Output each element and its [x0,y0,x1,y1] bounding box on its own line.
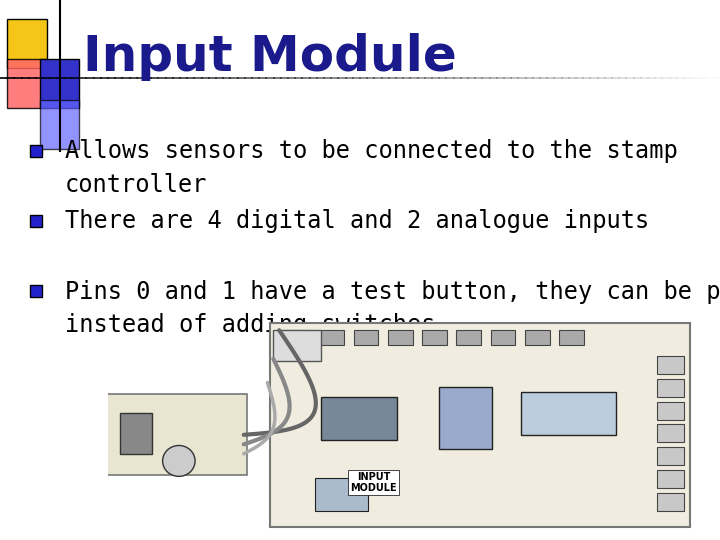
FancyBboxPatch shape [7,59,47,108]
Text: Pins 0 and 1 have a test button, they can be pressed: Pins 0 and 1 have a test button, they ca… [65,280,720,303]
FancyBboxPatch shape [274,330,320,361]
Ellipse shape [163,446,195,476]
FancyBboxPatch shape [30,285,42,297]
FancyBboxPatch shape [521,392,616,435]
Text: Input Module: Input Module [83,33,456,80]
FancyBboxPatch shape [271,323,690,528]
FancyBboxPatch shape [525,330,549,345]
FancyBboxPatch shape [315,477,368,511]
FancyBboxPatch shape [320,330,344,345]
FancyBboxPatch shape [559,330,584,345]
FancyBboxPatch shape [657,470,684,488]
Text: There are 4 digital and 2 analogue inputs: There are 4 digital and 2 analogue input… [65,210,649,233]
FancyBboxPatch shape [7,19,47,68]
FancyBboxPatch shape [120,414,153,454]
FancyBboxPatch shape [388,330,413,345]
Text: controller: controller [65,173,207,197]
Text: instead of adding switches: instead of adding switches [65,313,436,337]
FancyBboxPatch shape [30,215,42,227]
FancyBboxPatch shape [285,330,310,345]
FancyBboxPatch shape [657,402,684,420]
FancyBboxPatch shape [40,100,79,149]
FancyBboxPatch shape [354,330,379,345]
Text: INPUT
MODULE: INPUT MODULE [351,471,397,493]
FancyBboxPatch shape [490,330,516,345]
FancyBboxPatch shape [456,330,481,345]
Text: Allows sensors to be connected to the stamp: Allows sensors to be connected to the st… [65,139,678,163]
FancyBboxPatch shape [422,330,447,345]
FancyBboxPatch shape [320,397,397,440]
FancyBboxPatch shape [105,394,247,475]
FancyBboxPatch shape [657,493,684,511]
FancyBboxPatch shape [657,379,684,397]
FancyBboxPatch shape [30,145,42,157]
FancyBboxPatch shape [657,424,684,442]
FancyBboxPatch shape [40,59,79,108]
FancyBboxPatch shape [657,447,684,465]
FancyBboxPatch shape [438,387,492,449]
FancyBboxPatch shape [657,356,684,374]
